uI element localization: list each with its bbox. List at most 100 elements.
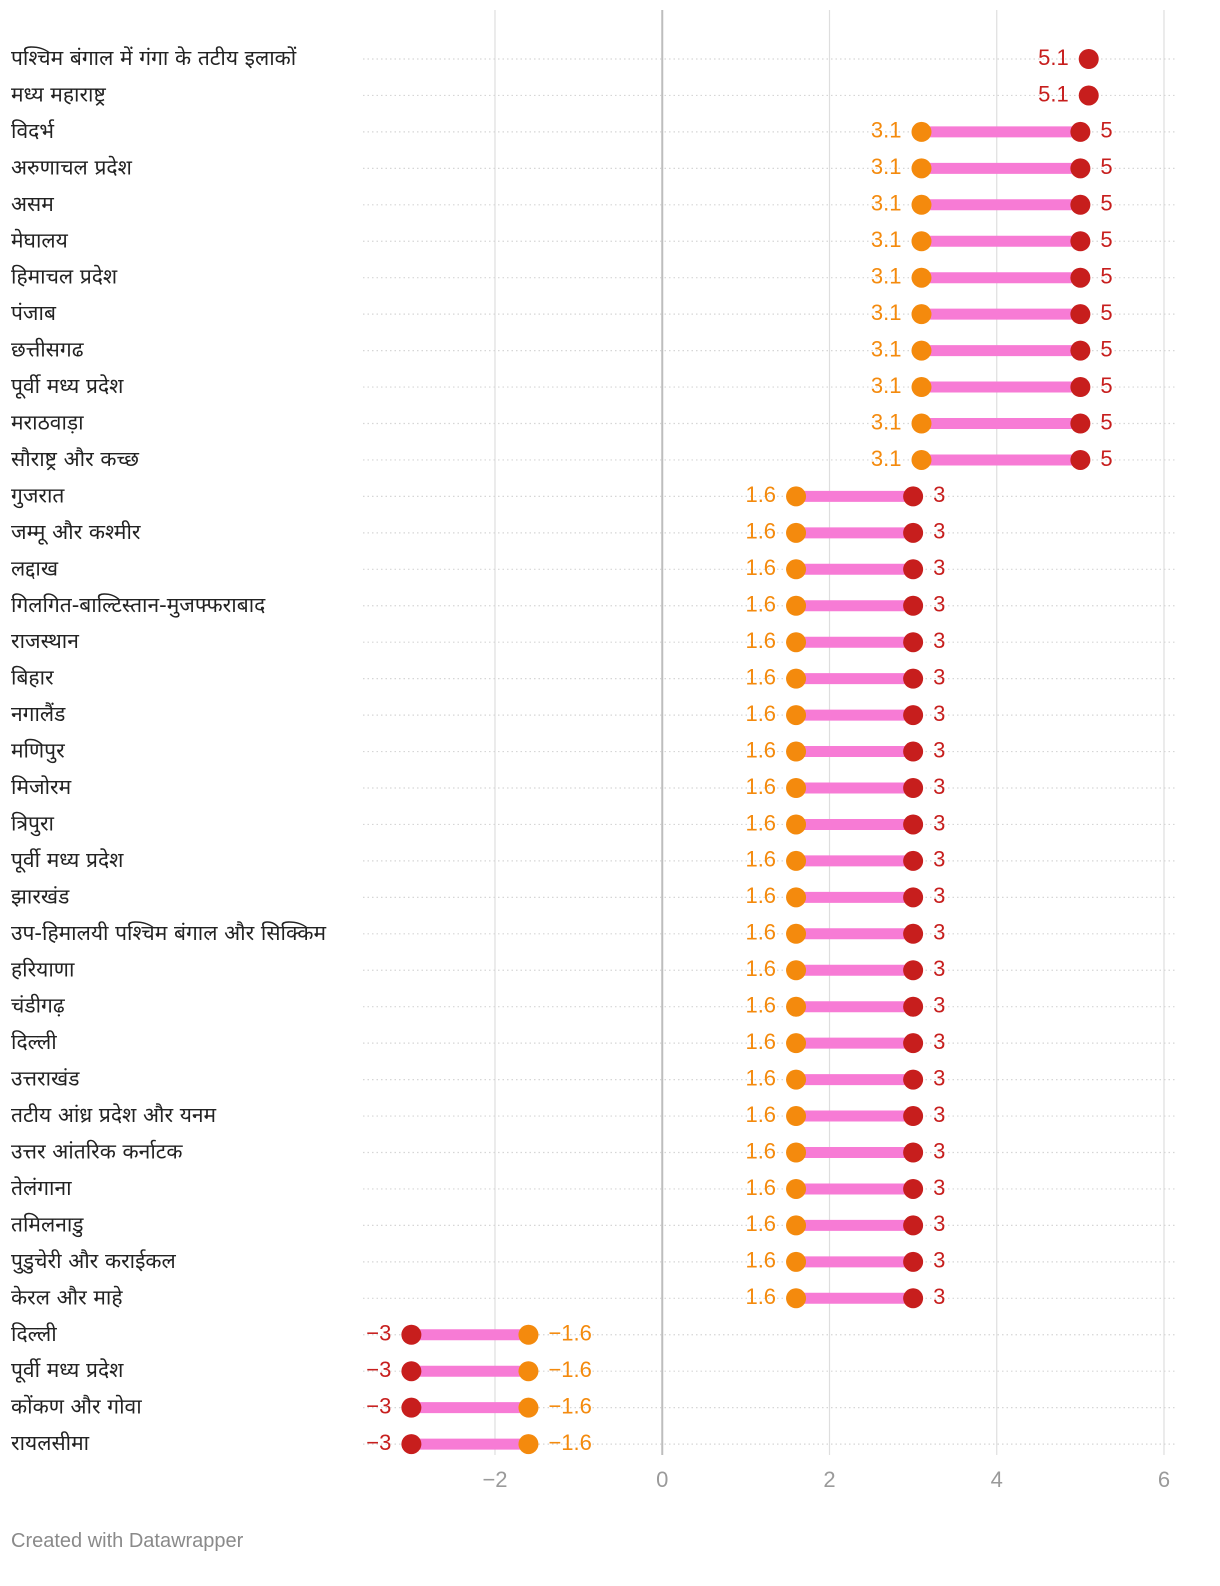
end-dot xyxy=(1070,377,1091,398)
row-label: केरल और माहे xyxy=(11,1285,123,1309)
start-dot xyxy=(786,632,807,653)
row-label: मेघालय xyxy=(11,228,69,252)
end-value-label: 3 xyxy=(933,1175,945,1200)
end-dot xyxy=(1070,449,1091,470)
end-value-label: −3 xyxy=(366,1430,391,1455)
start-dot xyxy=(786,1288,807,1309)
row: असम 3.1 5 xyxy=(11,191,1175,216)
row: जम्मू और कश्मीर 1.6 3 xyxy=(11,519,1175,545)
end-value-label: 3 xyxy=(933,956,945,981)
end-value-label: −3 xyxy=(366,1357,391,1382)
row-label: हिमाचल प्रदेश xyxy=(11,265,118,289)
row-label: विदर्भ xyxy=(11,119,55,143)
end-dot xyxy=(903,1215,924,1236)
row: उप-हिमालयी पश्चिम बंगाल और सिक्किम 1.6 3 xyxy=(11,920,1175,945)
start-dot xyxy=(786,595,807,616)
end-dot xyxy=(401,1434,422,1455)
row: पूर्वी मध्य प्रदेश −1.6 −3 xyxy=(11,1357,1175,1383)
row-label: कोंकण और गोवा xyxy=(11,1395,142,1419)
start-dot xyxy=(786,486,807,507)
end-value-label: 5 xyxy=(1100,191,1112,216)
start-dot xyxy=(786,1142,807,1163)
row: दिल्ली −1.6 −3 xyxy=(11,1321,1175,1346)
start-value-label: 1.6 xyxy=(745,810,776,835)
start-value-label: 3.1 xyxy=(871,191,902,216)
x-axis: −2 0 2 4 6 xyxy=(482,1467,1170,1492)
start-dot xyxy=(786,814,807,835)
row-label: उत्तर आंतरिक कर्नाटक xyxy=(11,1140,183,1164)
start-value-label: −1.6 xyxy=(548,1430,591,1455)
start-dot xyxy=(911,121,932,142)
row-label: रायलसीमा xyxy=(11,1431,90,1455)
end-dot xyxy=(1070,304,1091,325)
start-dot xyxy=(911,413,932,434)
end-dot xyxy=(903,996,924,1017)
end-value-label: 3 xyxy=(933,920,945,945)
row: मराठवाड़ा 3.1 5 xyxy=(11,409,1175,435)
start-dot xyxy=(786,923,807,944)
end-value-label: 5 xyxy=(1100,118,1112,143)
end-dot xyxy=(903,741,924,762)
start-value-label: 3.1 xyxy=(871,118,902,143)
row-label: तटीय आंध्र प्रदेश और यनम xyxy=(11,1103,217,1127)
start-dot xyxy=(911,158,932,179)
end-value-label: 5 xyxy=(1100,373,1112,398)
end-dot xyxy=(903,960,924,981)
start-value-label: 3.1 xyxy=(871,264,902,289)
row: त्रिपुरा 1.6 3 xyxy=(11,810,1175,836)
end-dot xyxy=(1078,49,1099,69)
start-value-label: 1.6 xyxy=(745,555,776,580)
start-value-label: 1.6 xyxy=(745,774,776,799)
end-dot xyxy=(1070,158,1091,179)
row: विदर्भ 3.1 5 xyxy=(11,118,1175,143)
row-label: राजस्थान xyxy=(11,629,79,653)
start-value-label: 1.6 xyxy=(745,920,776,945)
start-dot xyxy=(786,705,807,726)
row-label: मध्य महाराष्ट्र xyxy=(11,82,106,106)
end-dot xyxy=(903,850,924,871)
end-value-label: 3 xyxy=(933,1065,945,1090)
start-value-label: 3.1 xyxy=(871,300,902,325)
start-value-label: 1.6 xyxy=(745,1102,776,1127)
start-dot xyxy=(786,996,807,1017)
start-value-label: 1.6 xyxy=(745,628,776,653)
end-dot xyxy=(1070,267,1091,288)
x-tick-label: 4 xyxy=(991,1467,1003,1492)
row-label: पूर्वी मध्य प्रदेश xyxy=(11,1358,124,1383)
rows-layer: पश्चिम बंगाल में गंगा के तटीय इलाकों 5.1म… xyxy=(11,45,1175,1455)
end-dot xyxy=(1078,85,1099,106)
start-dot xyxy=(911,304,932,325)
row-label: पूर्वी मध्य प्रदेश xyxy=(11,848,124,873)
end-value-label: 3 xyxy=(933,555,945,580)
end-dot xyxy=(1070,340,1091,361)
start-value-label: 3.1 xyxy=(871,373,902,398)
row-label: लद्दाख xyxy=(11,556,59,580)
row-label: पुडुचेरी और कराईकल xyxy=(11,1249,177,1274)
row-label: बिहार xyxy=(11,666,54,690)
row-label: पंजाब xyxy=(11,301,57,325)
row: मणिपुर 1.6 3 xyxy=(11,737,1175,764)
end-value-label: 5 xyxy=(1100,154,1112,179)
row: हरियाणा 1.6 3 xyxy=(11,956,1175,981)
end-value-label: 3 xyxy=(933,519,945,544)
start-dot xyxy=(911,449,932,470)
start-value-label: 3.1 xyxy=(871,154,902,179)
row: अरुणाचल प्रदेश 3.1 5 xyxy=(11,154,1175,179)
end-value-label: 3 xyxy=(933,810,945,835)
row: छत्तीसगढ 3.1 5 xyxy=(11,336,1175,362)
start-dot xyxy=(911,231,932,252)
end-dot xyxy=(903,1033,924,1054)
end-value-label: 3 xyxy=(933,993,945,1018)
row-label: चंडीगढ़ xyxy=(11,994,66,1018)
end-dot xyxy=(903,923,924,944)
row: गुजरात 1.6 3 xyxy=(11,482,1175,508)
end-dot xyxy=(903,559,924,580)
start-dot xyxy=(786,1251,807,1272)
row-label: नगालैंड xyxy=(11,702,66,726)
end-dot xyxy=(1070,231,1091,252)
row: राजस्थान 1.6 3 xyxy=(11,628,1175,653)
start-value-label: 3.1 xyxy=(871,446,902,471)
datawrapper-credit[interactable]: Created with Datawrapper xyxy=(11,1530,244,1552)
start-value-label: 1.6 xyxy=(745,847,776,872)
end-dot xyxy=(401,1397,422,1418)
